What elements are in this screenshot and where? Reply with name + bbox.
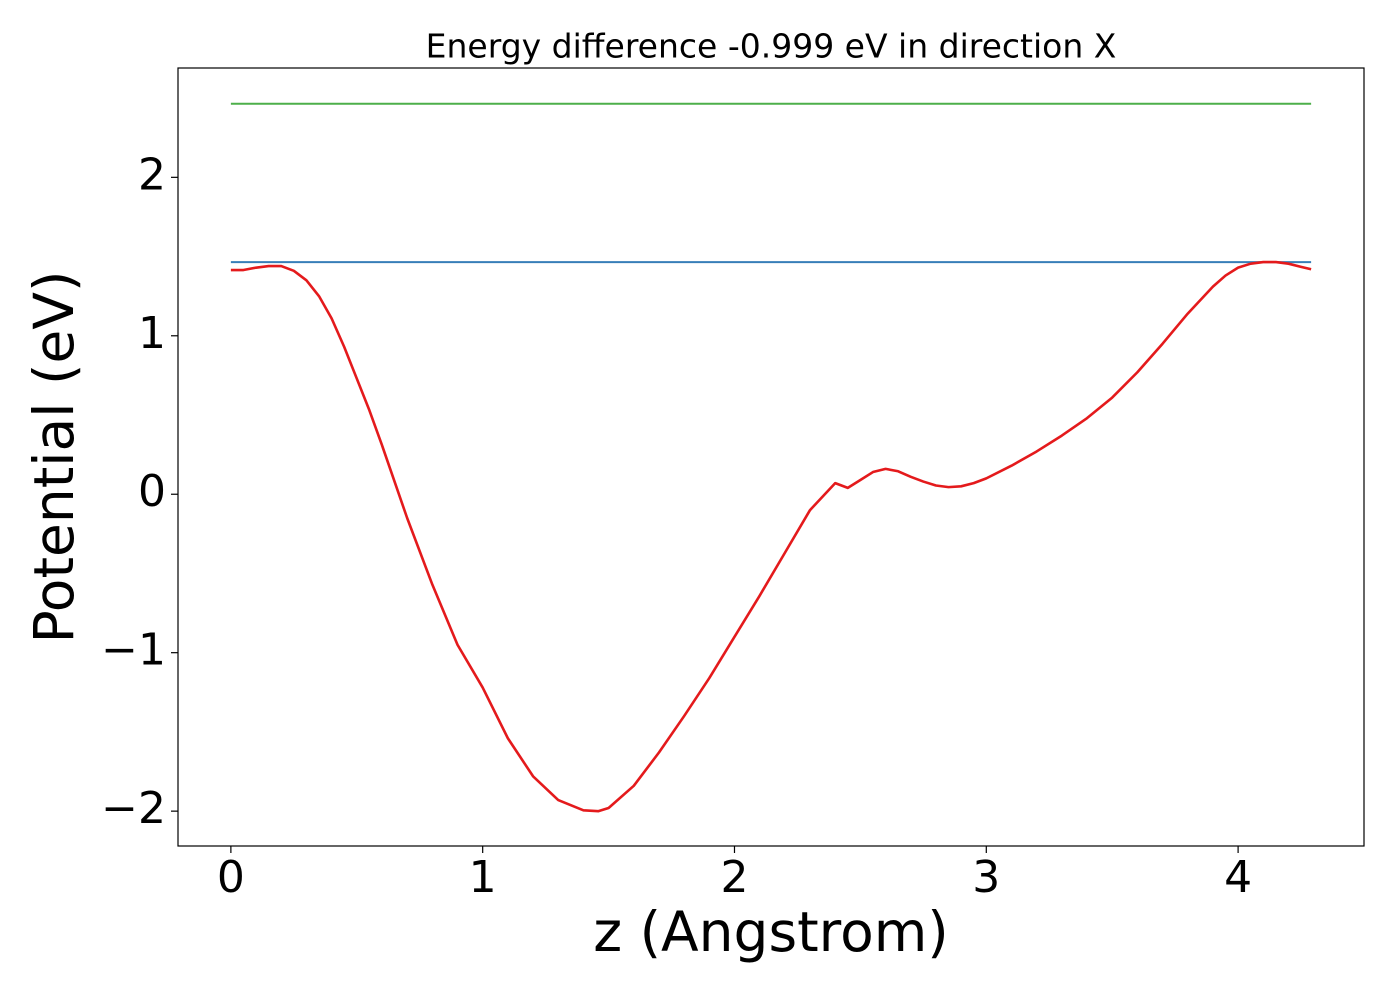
x-tick-label: 1 [469, 852, 497, 903]
chart-title: Energy difference -0.999 eV in direction… [426, 27, 1117, 66]
x-tick-label: 0 [217, 852, 245, 903]
plot-frame [177, 67, 1365, 847]
x-axis-label: z (Angstrom) [593, 900, 949, 964]
y-tick-label: −2 [101, 783, 166, 834]
x-tick-label: 4 [1224, 852, 1252, 903]
y-tick-label: −1 [101, 625, 166, 676]
data-line [230, 260, 1312, 813]
x-tick-label: 2 [720, 852, 748, 903]
y-tick-label: 0 [138, 466, 166, 517]
x-tick-label: 3 [972, 852, 1000, 903]
y-axis-label: Potential (eV) [22, 271, 86, 644]
y-tick-label: 2 [138, 149, 166, 200]
y-tick-label: 1 [138, 308, 166, 359]
